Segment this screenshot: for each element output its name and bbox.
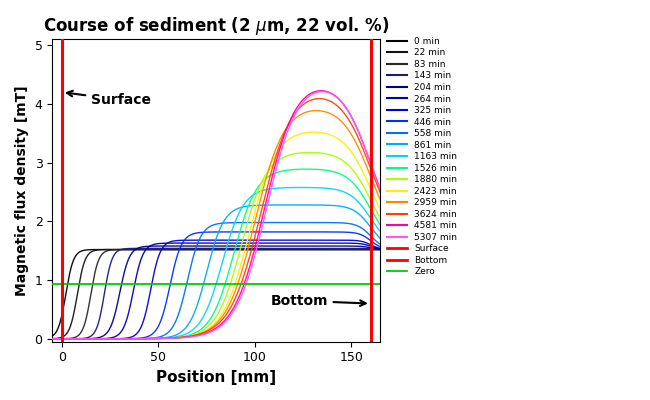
- Y-axis label: Magnetic flux density [mT]: Magnetic flux density [mT]: [15, 85, 29, 296]
- Text: Bottom: Bottom: [270, 294, 366, 308]
- Text: Surface: Surface: [67, 91, 151, 107]
- Legend: 0 min, 22 min, 83 min, 143 min, 204 min, 264 min, 325 min, 446 min, 558 min, 861: 0 min, 22 min, 83 min, 143 min, 204 min,…: [384, 33, 461, 280]
- Title: Course of sediment (2 $\mu$m, 22 vol. %): Course of sediment (2 $\mu$m, 22 vol. %): [43, 15, 390, 37]
- X-axis label: Position [mm]: Position [mm]: [156, 370, 276, 385]
